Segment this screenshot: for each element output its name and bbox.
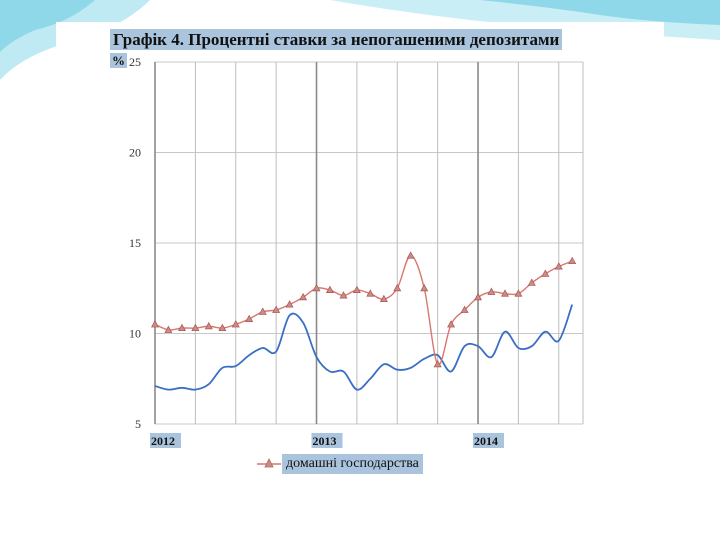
legend-line-marker-icon [257,458,281,468]
series-households-line [154,254,573,366]
data-point-marker [231,320,240,328]
y-tick-label: 20 [129,146,141,160]
data-point-marker [393,283,402,292]
data-point-marker [514,289,523,297]
x-tick-label: 2014 [474,434,498,448]
data-point-marker [568,256,577,265]
data-point-marker [527,278,536,286]
data-point-marker [272,305,281,313]
legend: домашні господарства [256,454,423,474]
data-point-marker [352,285,361,294]
content-panel [56,22,664,540]
x-tick-highlight [473,433,505,448]
data-point-marker [474,292,483,301]
x-tick-highlight [311,433,343,448]
y-tick-label: 10 [129,327,141,341]
data-point-marker [325,285,334,294]
data-point-marker [433,359,442,368]
data-point-marker [258,307,267,315]
data-point-marker [312,283,321,292]
x-axis-ticks: 2012 2013 2014 [150,433,505,448]
data-point-marker [245,314,254,322]
data-point-marker [285,300,294,308]
data-point-marker [339,291,348,299]
data-point-marker [500,289,509,297]
data-point-marker [204,321,213,330]
data-point-marker [164,325,173,333]
data-point-marker [177,323,186,332]
chart-title: Графік 4. Процентні ставки за непогашени… [110,29,563,50]
data-point-marker [447,320,456,328]
x-tick-highlight [150,433,181,448]
data-point-marker [218,323,227,332]
decorative-wave-top-left-inner [0,0,95,52]
data-point-marker [151,320,159,328]
x-tick-label: 2012 [151,434,175,448]
y-tick-label: 15 [129,236,141,250]
decorative-wave-top-right [480,0,720,25]
data-point-marker [379,294,388,303]
y-tick-label: 5 [135,417,141,431]
data-point-marker [541,269,550,277]
data-point-marker [406,251,415,259]
data-point-marker [460,305,469,313]
data-point-marker [299,292,308,301]
series-layer [151,251,577,391]
y-axis-ticks: 25 20 15 10 5 [129,55,141,431]
data-point-marker [554,262,563,270]
data-point-marker [420,283,429,292]
y-axis-unit: % [110,53,127,68]
data-point-marker [191,323,200,332]
data-point-marker [487,287,496,295]
series-second-line [154,304,574,391]
x-tick-label: 2013 [313,434,337,448]
legend-label: домашні господарства [282,454,423,474]
data-point-marker [366,289,375,297]
grid [154,61,584,425]
y-tick-label: 25 [129,55,141,69]
